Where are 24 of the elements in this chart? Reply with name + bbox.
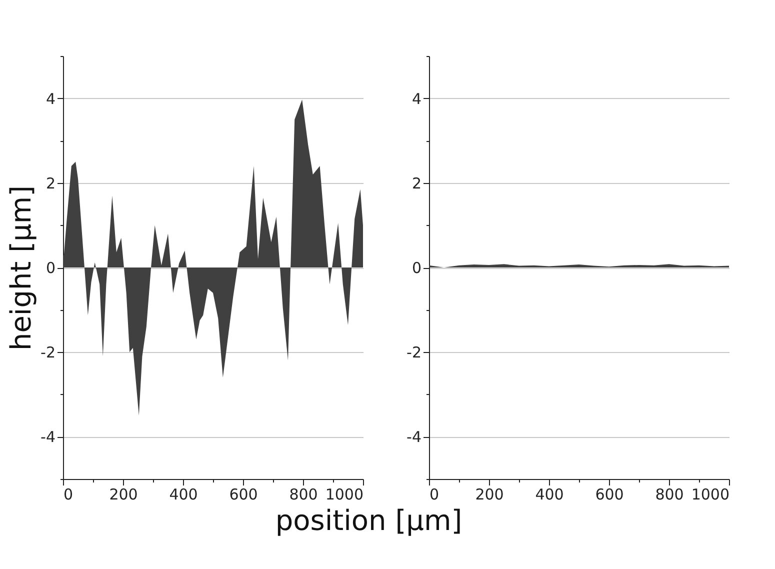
x-tick-label: 600 — [229, 486, 258, 504]
x-axis-title: position [µm] — [275, 504, 462, 537]
y-tick-label: 4 — [46, 90, 56, 108]
x-tick-label: 800 — [289, 486, 318, 504]
y-tick-label: -4 — [406, 428, 422, 446]
y-tick-label: -2 — [40, 344, 56, 362]
x-tick-label: 400 — [535, 486, 564, 504]
x-tick-label: 0 — [64, 486, 74, 504]
x-tick-label: 200 — [475, 486, 504, 504]
x-tick-label: 200 — [109, 486, 138, 504]
y-axis-title: height [µm] — [4, 185, 38, 351]
x-tick-label: 0 — [430, 486, 440, 504]
x-tick-label: 800 — [655, 486, 684, 504]
y-tick-label: 0 — [46, 259, 56, 277]
y-tick-label: -2 — [406, 344, 422, 362]
x-tick-label: 600 — [595, 486, 624, 504]
x-tick-label: 1000 — [325, 486, 364, 504]
y-tick-label: -4 — [40, 428, 56, 446]
x-tick-label: 1000 — [691, 486, 730, 504]
y-tick-label: 2 — [46, 174, 56, 192]
y-tick-label: 2 — [412, 174, 422, 192]
y-tick-label: 0 — [412, 259, 422, 277]
x-tick-label: 400 — [169, 486, 198, 504]
y-tick-label: 4 — [412, 90, 422, 108]
